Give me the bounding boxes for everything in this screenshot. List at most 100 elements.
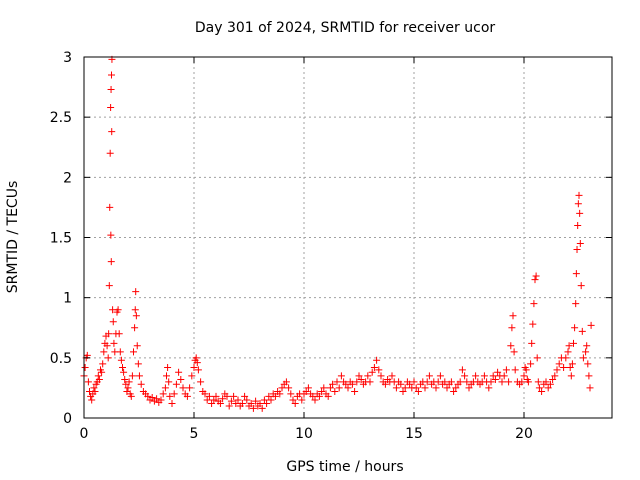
data-point — [388, 372, 396, 380]
data-point — [331, 388, 339, 396]
data-point — [91, 388, 99, 396]
data-point — [320, 384, 328, 392]
data-point — [223, 392, 231, 400]
data-point — [172, 380, 180, 388]
data-point — [105, 282, 113, 290]
data-point — [538, 388, 546, 396]
y-tick-label: 2 — [63, 170, 72, 186]
data-point — [549, 375, 557, 383]
y-tick-label: 0.5 — [50, 351, 72, 367]
data-point — [177, 375, 185, 383]
data-point — [531, 276, 539, 284]
data-point — [487, 378, 495, 386]
data-point — [555, 360, 563, 368]
data-point — [241, 392, 249, 400]
data-point — [480, 372, 488, 380]
data-point — [256, 400, 264, 408]
data-point — [410, 378, 418, 386]
data-point — [183, 392, 191, 400]
data-point — [127, 392, 135, 400]
data-point — [329, 380, 337, 388]
data-point — [443, 384, 451, 392]
data-point — [414, 388, 422, 396]
data-point — [532, 272, 540, 280]
data-point — [99, 360, 107, 368]
data-point — [168, 400, 176, 408]
data-point — [105, 330, 113, 338]
data-point — [577, 282, 585, 290]
data-point — [529, 320, 537, 328]
data-point — [432, 384, 440, 392]
data-point — [502, 366, 510, 374]
data-point — [318, 388, 326, 396]
data-point — [163, 372, 170, 380]
data-point — [456, 378, 464, 386]
x-tick-label: 5 — [190, 426, 199, 442]
data-point — [509, 312, 517, 320]
data-point — [546, 380, 554, 388]
data-point — [137, 380, 145, 388]
y-tick-label: 3 — [63, 50, 72, 66]
data-point — [573, 246, 581, 254]
data-point — [397, 380, 405, 388]
data-point — [243, 396, 251, 404]
data-point — [401, 384, 409, 392]
data-point — [88, 396, 96, 404]
data-point — [103, 342, 111, 350]
data-point — [252, 397, 260, 405]
data-point — [381, 380, 389, 388]
data-point — [225, 402, 233, 410]
x-tick-label: 0 — [80, 426, 89, 442]
data-point — [527, 360, 535, 368]
data-point — [544, 384, 552, 392]
data-point — [434, 378, 442, 386]
data-point — [560, 363, 568, 371]
axis-ticks — [83, 56, 612, 419]
data-point — [131, 306, 139, 314]
data-point — [124, 384, 132, 392]
data-point — [423, 378, 431, 386]
data-point — [291, 400, 299, 408]
data-point — [452, 384, 460, 392]
data-point — [107, 258, 115, 266]
data-point — [227, 397, 235, 405]
data-point — [585, 372, 593, 380]
data-point — [216, 400, 224, 408]
data-point — [510, 348, 518, 356]
data-point — [135, 372, 143, 380]
data-point — [574, 200, 582, 208]
data-point — [324, 392, 332, 400]
data-point — [530, 300, 538, 308]
data-point — [566, 363, 574, 371]
data-point — [119, 363, 126, 371]
data-point — [260, 396, 268, 404]
data-point — [197, 378, 205, 386]
data-point — [94, 372, 102, 380]
data-point — [107, 104, 115, 112]
data-point — [219, 395, 227, 403]
data-point — [489, 372, 497, 380]
data-point — [179, 384, 187, 392]
data-point — [586, 384, 594, 392]
x-tick-label: 10 — [295, 426, 313, 442]
data-point — [491, 375, 499, 383]
data-point — [578, 327, 586, 335]
data-point — [106, 149, 114, 157]
data-point — [311, 396, 319, 404]
y-tick-label: 1 — [63, 291, 72, 307]
data-point — [406, 380, 414, 388]
data-point — [117, 356, 125, 364]
data-point — [461, 372, 469, 380]
data-point — [377, 372, 385, 380]
data-point — [421, 384, 429, 392]
data-point — [125, 378, 133, 386]
x-tick-label: 20 — [515, 426, 533, 442]
data-point — [412, 384, 420, 392]
data-point — [131, 324, 139, 332]
data-point — [170, 390, 178, 398]
data-point — [572, 270, 580, 278]
data-point — [108, 71, 115, 79]
data-point — [247, 400, 255, 408]
data-point — [267, 396, 275, 404]
data-point — [84, 378, 92, 386]
